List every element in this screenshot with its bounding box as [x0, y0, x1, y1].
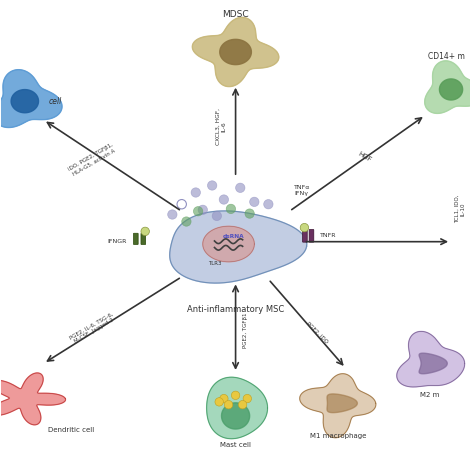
Text: dsRNA: dsRNA	[222, 235, 244, 239]
Circle shape	[198, 205, 208, 215]
FancyBboxPatch shape	[302, 229, 307, 242]
Polygon shape	[0, 373, 65, 425]
Polygon shape	[203, 226, 255, 262]
Polygon shape	[0, 70, 62, 128]
Circle shape	[226, 204, 236, 214]
Text: IFNGR: IFNGR	[108, 239, 127, 244]
Text: HGF: HGF	[356, 151, 372, 164]
Text: TLR3: TLR3	[208, 261, 221, 266]
Circle shape	[168, 210, 177, 219]
Text: PGE2, IL-6, TSG-6,
M-CSF, Jagged 2: PGE2, IL-6, TSG-6, M-CSF, Jagged 2	[69, 311, 117, 346]
Polygon shape	[170, 211, 307, 283]
Text: IL-6: IL-6	[221, 122, 227, 132]
Circle shape	[212, 211, 221, 220]
Circle shape	[141, 227, 149, 236]
Text: Mast cell: Mast cell	[220, 442, 251, 448]
Circle shape	[245, 209, 255, 218]
Circle shape	[264, 200, 273, 209]
Circle shape	[243, 394, 252, 403]
Text: cell: cell	[48, 97, 62, 106]
Circle shape	[250, 197, 259, 207]
Text: TNFR: TNFR	[320, 233, 337, 238]
Text: CXCL3, HGF,: CXCL3, HGF,	[216, 109, 221, 146]
Text: PGE2, TGFβ1: PGE2, TGFβ1	[243, 313, 247, 348]
Polygon shape	[221, 403, 250, 429]
Text: M2 m: M2 m	[420, 392, 440, 398]
Polygon shape	[327, 394, 357, 413]
Circle shape	[193, 207, 203, 216]
Polygon shape	[397, 331, 465, 387]
Circle shape	[182, 217, 191, 226]
Polygon shape	[439, 79, 463, 100]
Polygon shape	[192, 18, 279, 87]
Circle shape	[231, 391, 240, 400]
Circle shape	[215, 398, 223, 406]
Polygon shape	[425, 61, 474, 113]
Text: Dendritic cell: Dendritic cell	[48, 427, 94, 433]
Circle shape	[219, 195, 228, 204]
Text: Anti-inflammatory MSC: Anti-inflammatory MSC	[187, 305, 284, 314]
FancyBboxPatch shape	[309, 229, 314, 242]
Text: PGE2, IDO: PGE2, IDO	[306, 321, 329, 345]
Polygon shape	[419, 353, 447, 374]
Circle shape	[238, 401, 247, 409]
Circle shape	[208, 181, 217, 190]
Text: M1 macrophage: M1 macrophage	[310, 433, 367, 439]
Text: IDO, PGE2, TGFβ1,
HLA-G5, activin A: IDO, PGE2, TGFβ1, HLA-G5, activin A	[68, 142, 118, 177]
Polygon shape	[11, 90, 38, 113]
Circle shape	[236, 183, 245, 192]
Circle shape	[224, 401, 233, 409]
Text: TCL1, IDO,
IL-10: TCL1, IDO, IL-10	[455, 195, 466, 223]
Circle shape	[191, 188, 201, 197]
Circle shape	[300, 223, 309, 232]
Polygon shape	[300, 374, 376, 438]
Polygon shape	[220, 39, 251, 64]
Text: TNFα
IFNγ: TNFα IFNγ	[294, 185, 310, 196]
FancyBboxPatch shape	[134, 233, 138, 245]
Text: MDSC: MDSC	[222, 10, 249, 19]
Circle shape	[219, 394, 228, 403]
FancyBboxPatch shape	[141, 233, 146, 245]
Text: CD14+ m: CD14+ m	[428, 52, 465, 61]
Polygon shape	[207, 377, 267, 439]
